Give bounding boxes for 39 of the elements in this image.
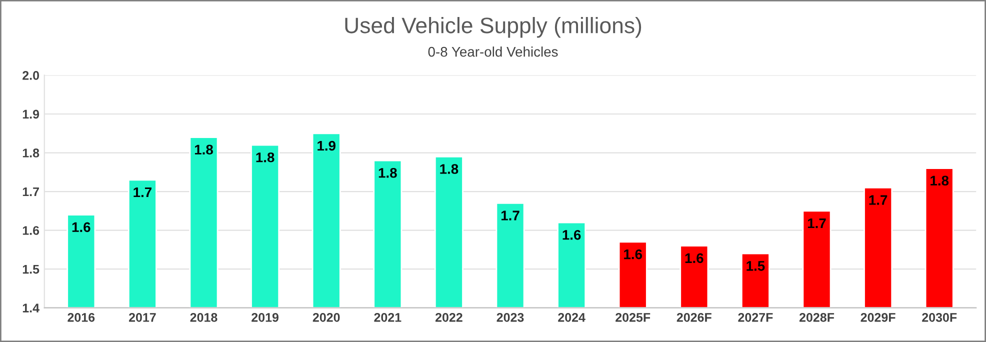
data-label: 1.6 (685, 253, 704, 264)
y-tick-label: 2.0 (22, 71, 39, 80)
chart-title: Used Vehicle Supply (millions) (345, 17, 642, 38)
x-tick-label: 2026F (676, 312, 712, 322)
x-tick-label: 2020 (312, 312, 340, 322)
x-tick-label: 2029F (860, 312, 896, 322)
x-tick-label: 2023 (496, 312, 524, 322)
x-tick-label: 2030F (922, 312, 957, 322)
data-label: 1.5 (746, 261, 765, 271)
data-label: 1.6 (624, 249, 642, 260)
x-tick-label: 2028F (799, 312, 834, 322)
x-tick-label: 2027F (738, 312, 773, 322)
data-label: 1.8 (440, 164, 458, 174)
data-label: 1.6 (72, 222, 90, 232)
x-tick-label: 2021 (374, 312, 402, 322)
x-tick-label: 2019 (252, 312, 278, 322)
x-tick-label: 2018 (190, 312, 218, 322)
y-tick-label: 1.9 (22, 110, 40, 119)
y-tick-label: 1.7 (22, 187, 39, 196)
y-tick-label: 1.5 (22, 264, 40, 274)
x-tick-label: 2024 (558, 312, 586, 322)
data-label: 1.9 (318, 140, 336, 151)
x-tick-label: 2016 (68, 312, 95, 322)
data-label: 1.7 (134, 187, 152, 198)
x-tick-label: 2025F (616, 312, 650, 322)
y-tick-label: 1.8 (22, 148, 40, 158)
data-label: 1.8 (256, 152, 274, 162)
data-label: 1.7 (808, 218, 826, 228)
data-label: 1.6 (562, 230, 581, 240)
y-tick-label: 1.6 (22, 226, 40, 235)
x-tick-label: 2022 (435, 312, 462, 322)
chart-subtitle: 0-8 Year-old Vehicles (428, 46, 558, 57)
data-label: 1.7 (869, 195, 888, 205)
data-label: 1.8 (194, 144, 213, 155)
x-tick-label: 2017 (128, 312, 156, 322)
data-label: 1.7 (501, 210, 520, 220)
y-tick-label: 1.4 (22, 304, 40, 312)
data-label: 1.8 (930, 176, 949, 186)
data-label: 1.8 (378, 168, 397, 178)
